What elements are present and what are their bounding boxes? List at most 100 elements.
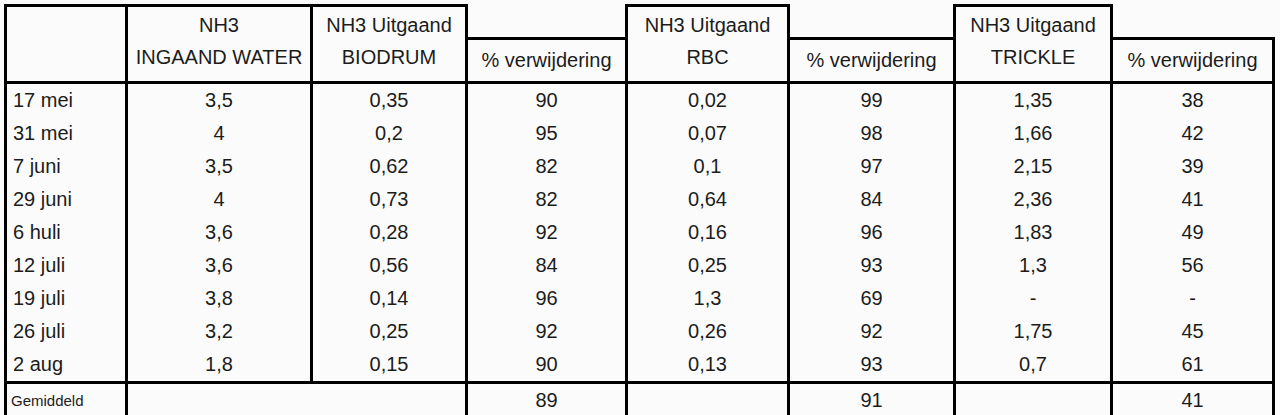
col-header-verwijdering-rbc: % verwijdering	[789, 38, 955, 82]
col-header-line2: TRICKLE	[956, 39, 1110, 80]
col-header-nh3-uitgaand-biodrum: NH3 Uitgaand BIODRUM	[312, 6, 467, 83]
col-header-line1: NH3 Uitgaand	[956, 8, 1110, 39]
cell-nh3-ingaand-water: 3,2	[127, 315, 312, 348]
cell-nh3-ingaand-water: 3,5	[127, 82, 312, 117]
col-header-line2: RBC	[628, 39, 787, 80]
cell-nh3-uitgaand-trickle: 1,35	[955, 82, 1112, 117]
row-date-label: 6 huli	[6, 216, 127, 249]
col-header-line1: NH3 Uitgaand	[628, 8, 787, 39]
footer-empty-ingaand	[127, 382, 312, 415]
cell-nh3-uitgaand-rbc: 0,64	[627, 183, 789, 216]
cell-nh3-uitgaand-trickle: -	[955, 282, 1112, 315]
cell-nh3-uitgaand-trickle: 2,15	[955, 150, 1112, 183]
header-spacer-trickle	[1112, 6, 1274, 39]
col-header-nh3-ingaand-water: NH3 INGAAND WATER	[127, 6, 312, 83]
table-body: 17 mei 3,5 0,35 90 0,02 99 1,35 38 31 me…	[6, 82, 1274, 382]
footer-avg-verwijdering-trickle: 41	[1112, 382, 1274, 415]
footer-empty-trickle	[955, 382, 1112, 415]
table-row: 26 juli 3,2 0,25 92 0,26 92 1,75 45	[6, 315, 1274, 348]
row-date-label: 29 juni	[6, 183, 127, 216]
cell-verwijdering-trickle: 61	[1112, 348, 1274, 383]
cell-nh3-uitgaand-rbc: 0,25	[627, 249, 789, 282]
cell-verwijdering-biodrum: 90	[467, 82, 627, 117]
cell-verwijdering-rbc: 92	[789, 315, 955, 348]
cell-verwijdering-trickle: 42	[1112, 117, 1274, 150]
table-row: 6 huli 3,6 0,28 92 0,16 96 1,83 49	[6, 216, 1274, 249]
footer-row: Gemiddeld 89 91 41	[6, 382, 1274, 415]
cell-verwijdering-rbc: 84	[789, 183, 955, 216]
cell-verwijdering-biodrum: 96	[467, 282, 627, 315]
cell-verwijdering-biodrum: 82	[467, 150, 627, 183]
col-header-nh3-uitgaand-trickle: NH3 Uitgaand TRICKLE	[955, 6, 1112, 83]
footer-empty-rbc	[627, 382, 789, 415]
row-date-label: 17 mei	[6, 82, 127, 117]
cell-nh3-ingaand-water: 3,5	[127, 150, 312, 183]
col-header-verwijdering-trickle: % verwijdering	[1112, 38, 1274, 82]
row-date-label: 31 mei	[6, 117, 127, 150]
cell-nh3-uitgaand-rbc: 0,26	[627, 315, 789, 348]
cell-nh3-ingaand-water: 1,8	[127, 348, 312, 383]
cell-verwijdering-rbc: 93	[789, 249, 955, 282]
cell-verwijdering-biodrum: 92	[467, 315, 627, 348]
cell-verwijdering-trickle: 56	[1112, 249, 1274, 282]
cell-verwijdering-rbc: 93	[789, 348, 955, 383]
cell-verwijdering-rbc: 98	[789, 117, 955, 150]
cell-verwijdering-rbc: 97	[789, 150, 955, 183]
row-date-label: 7 juni	[6, 150, 127, 183]
cell-verwijdering-trickle: 49	[1112, 216, 1274, 249]
cell-nh3-uitgaand-biodrum: 0,25	[312, 315, 467, 348]
row-date-label: 12 juli	[6, 249, 127, 282]
col-header-line1: NH3	[128, 8, 310, 39]
cell-verwijdering-rbc: 96	[789, 216, 955, 249]
cell-nh3-uitgaand-rbc: 0,16	[627, 216, 789, 249]
footer-empty-biodrum	[312, 382, 467, 415]
cell-nh3-ingaand-water: 3,6	[127, 216, 312, 249]
cell-nh3-uitgaand-biodrum: 0,15	[312, 348, 467, 383]
cell-nh3-uitgaand-trickle: 1,83	[955, 216, 1112, 249]
cell-verwijdering-trickle: 38	[1112, 82, 1274, 117]
table-footer: Gemiddeld 89 91 41	[6, 382, 1274, 415]
cell-verwijdering-biodrum: 92	[467, 216, 627, 249]
cell-verwijdering-rbc: 69	[789, 282, 955, 315]
table-row: 29 juni 4 0,73 82 0,64 84 2,36 41	[6, 183, 1274, 216]
col-header-nh3-uitgaand-rbc: NH3 Uitgaand RBC	[627, 6, 789, 83]
cell-nh3-ingaand-water: 3,8	[127, 282, 312, 315]
cell-verwijdering-biodrum: 95	[467, 117, 627, 150]
table-row: 19 juli 3,8 0,14 96 1,3 69 - -	[6, 282, 1274, 315]
cell-nh3-ingaand-water: 4	[127, 117, 312, 150]
col-header-verwijdering-biodrum: % verwijdering	[467, 38, 627, 82]
table-row: 2 aug 1,8 0,15 90 0,13 93 0,7 61	[6, 348, 1274, 383]
table-header: NH3 INGAAND WATER NH3 Uitgaand BIODRUM N…	[6, 6, 1274, 83]
cell-nh3-uitgaand-biodrum: 0,28	[312, 216, 467, 249]
col-header-line2: INGAAND WATER	[128, 39, 310, 80]
cell-nh3-uitgaand-biodrum: 0,35	[312, 82, 467, 117]
cell-verwijdering-rbc: 99	[789, 82, 955, 117]
row-date-label: 19 juli	[6, 282, 127, 315]
cell-nh3-uitgaand-trickle: 2,36	[955, 183, 1112, 216]
cell-nh3-uitgaand-rbc: 0,1	[627, 150, 789, 183]
cell-nh3-uitgaand-biodrum: 0,14	[312, 282, 467, 315]
row-date-label: 26 juli	[6, 315, 127, 348]
cell-nh3-uitgaand-biodrum: 0,62	[312, 150, 467, 183]
cell-nh3-uitgaand-biodrum: 0,56	[312, 249, 467, 282]
cell-verwijdering-trickle: 45	[1112, 315, 1274, 348]
cell-verwijdering-biodrum: 82	[467, 183, 627, 216]
cell-nh3-uitgaand-trickle: 1,75	[955, 315, 1112, 348]
table-row: 31 mei 4 0,2 95 0,07 98 1,66 42	[6, 117, 1274, 150]
cell-nh3-ingaand-water: 4	[127, 183, 312, 216]
footer-label-gemiddeld: Gemiddeld	[6, 382, 127, 415]
footer-avg-verwijdering-biodrum: 89	[467, 382, 627, 415]
corner-cell	[6, 6, 127, 83]
cell-nh3-uitgaand-rbc: 0,02	[627, 82, 789, 117]
cell-nh3-ingaand-water: 3,6	[127, 249, 312, 282]
table-row: 17 mei 3,5 0,35 90 0,02 99 1,35 38	[6, 82, 1274, 117]
header-spacer-biodrum	[467, 6, 627, 39]
cell-nh3-uitgaand-biodrum: 0,73	[312, 183, 467, 216]
cell-nh3-uitgaand-rbc: 1,3	[627, 282, 789, 315]
cell-nh3-uitgaand-biodrum: 0,2	[312, 117, 467, 150]
nh3-removal-table: NH3 INGAAND WATER NH3 Uitgaand BIODRUM N…	[4, 4, 1275, 415]
cell-nh3-uitgaand-trickle: 0,7	[955, 348, 1112, 383]
cell-verwijdering-biodrum: 84	[467, 249, 627, 282]
cell-nh3-uitgaand-rbc: 0,07	[627, 117, 789, 150]
row-date-label: 2 aug	[6, 348, 127, 383]
